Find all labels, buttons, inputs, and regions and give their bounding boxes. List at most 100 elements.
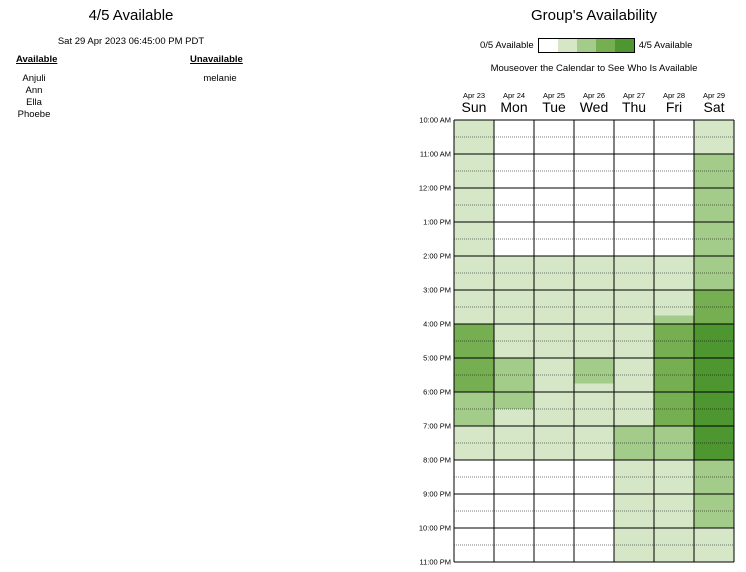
time-slot-cell[interactable]: [454, 188, 494, 197]
time-slot-cell[interactable]: [454, 434, 494, 444]
time-slot-cell[interactable]: [654, 383, 694, 393]
time-slot-cell[interactable]: [694, 222, 734, 231]
time-slot-cell[interactable]: [694, 443, 734, 452]
time-slot-cell[interactable]: [574, 366, 614, 376]
time-slot-cell[interactable]: [654, 281, 694, 291]
time-slot-cell[interactable]: [654, 477, 694, 486]
time-slot-cell[interactable]: [654, 128, 694, 138]
time-slot-cell[interactable]: [534, 222, 574, 231]
time-slot-cell[interactable]: [654, 179, 694, 189]
time-slot-cell[interactable]: [494, 502, 534, 512]
time-slot-cell[interactable]: [574, 256, 614, 265]
time-slot-cell[interactable]: [454, 460, 494, 469]
time-slot-cell[interactable]: [694, 213, 734, 223]
time-slot-cell[interactable]: [614, 171, 654, 180]
time-slot-cell[interactable]: [494, 298, 534, 308]
time-slot-cell[interactable]: [694, 358, 734, 367]
time-slot-cell[interactable]: [574, 434, 614, 444]
time-slot-cell[interactable]: [614, 545, 654, 554]
time-slot-cell[interactable]: [494, 196, 534, 206]
time-slot-cell[interactable]: [614, 536, 654, 546]
time-slot-cell[interactable]: [574, 536, 614, 546]
time-slot-cell[interactable]: [574, 400, 614, 410]
time-slot-cell[interactable]: [574, 188, 614, 197]
time-slot-cell[interactable]: [694, 239, 734, 248]
time-slot-cell[interactable]: [574, 120, 614, 129]
time-slot-cell[interactable]: [574, 315, 614, 325]
time-slot-cell[interactable]: [694, 366, 734, 376]
time-slot-cell[interactable]: [654, 205, 694, 214]
time-slot-cell[interactable]: [574, 196, 614, 206]
time-slot-cell[interactable]: [694, 553, 734, 563]
time-slot-cell[interactable]: [494, 179, 534, 189]
time-slot-cell[interactable]: [494, 400, 534, 410]
time-slot-cell[interactable]: [574, 460, 614, 469]
time-slot-cell[interactable]: [614, 349, 654, 359]
time-slot-cell[interactable]: [454, 298, 494, 308]
time-slot-cell[interactable]: [614, 273, 654, 282]
time-slot-cell[interactable]: [534, 553, 574, 563]
time-slot-cell[interactable]: [534, 349, 574, 359]
time-slot-cell[interactable]: [614, 434, 654, 444]
time-slot-cell[interactable]: [694, 417, 734, 427]
time-slot-cell[interactable]: [574, 528, 614, 537]
time-slot-cell[interactable]: [534, 281, 574, 291]
time-slot-cell[interactable]: [454, 494, 494, 503]
time-slot-cell[interactable]: [494, 281, 534, 291]
time-slot-cell[interactable]: [694, 460, 734, 469]
time-slot-cell[interactable]: [574, 485, 614, 495]
time-slot-cell[interactable]: [534, 392, 574, 401]
time-slot-cell[interactable]: [494, 162, 534, 172]
time-slot-cell[interactable]: [494, 434, 534, 444]
time-slot-cell[interactable]: [494, 358, 534, 367]
time-slot-cell[interactable]: [534, 247, 574, 257]
time-slot-cell[interactable]: [654, 324, 694, 333]
time-slot-cell[interactable]: [454, 375, 494, 384]
time-slot-cell[interactable]: [694, 528, 734, 537]
time-slot-cell[interactable]: [454, 137, 494, 146]
time-slot-cell[interactable]: [654, 460, 694, 469]
time-slot-cell[interactable]: [654, 392, 694, 401]
time-slot-cell[interactable]: [614, 315, 654, 325]
time-slot-cell[interactable]: [494, 324, 534, 333]
time-slot-cell[interactable]: [494, 417, 534, 427]
time-slot-cell[interactable]: [694, 273, 734, 282]
time-slot-cell[interactable]: [534, 366, 574, 376]
time-slot-cell[interactable]: [694, 477, 734, 486]
time-slot-cell[interactable]: [574, 494, 614, 503]
time-slot-cell[interactable]: [454, 443, 494, 452]
time-slot-cell[interactable]: [454, 426, 494, 435]
time-slot-cell[interactable]: [654, 222, 694, 231]
time-slot-cell[interactable]: [534, 332, 574, 342]
time-slot-cell[interactable]: [614, 188, 654, 197]
time-slot-cell[interactable]: [494, 468, 534, 478]
time-slot-cell[interactable]: [534, 341, 574, 350]
time-slot-cell[interactable]: [454, 383, 494, 393]
time-slot-cell[interactable]: [534, 477, 574, 486]
time-slot-cell[interactable]: [694, 451, 734, 461]
time-slot-cell[interactable]: [534, 443, 574, 452]
time-slot-cell[interactable]: [614, 120, 654, 129]
time-slot-cell[interactable]: [614, 145, 654, 155]
time-slot-cell[interactable]: [694, 247, 734, 257]
time-slot-cell[interactable]: [654, 451, 694, 461]
time-slot-cell[interactable]: [614, 366, 654, 376]
time-slot-cell[interactable]: [574, 137, 614, 146]
time-slot-cell[interactable]: [494, 332, 534, 342]
time-slot-cell[interactable]: [534, 256, 574, 265]
time-slot-cell[interactable]: [654, 553, 694, 563]
time-slot-cell[interactable]: [614, 205, 654, 214]
time-slot-cell[interactable]: [614, 298, 654, 308]
time-slot-cell[interactable]: [694, 128, 734, 138]
time-slot-cell[interactable]: [654, 315, 694, 325]
time-slot-cell[interactable]: [454, 417, 494, 427]
time-slot-cell[interactable]: [694, 341, 734, 350]
time-slot-cell[interactable]: [454, 511, 494, 520]
time-slot-cell[interactable]: [694, 375, 734, 384]
time-slot-cell[interactable]: [654, 528, 694, 537]
time-slot-cell[interactable]: [694, 400, 734, 410]
time-slot-cell[interactable]: [574, 247, 614, 257]
time-slot-cell[interactable]: [454, 196, 494, 206]
time-slot-cell[interactable]: [534, 545, 574, 554]
time-slot-cell[interactable]: [694, 188, 734, 197]
